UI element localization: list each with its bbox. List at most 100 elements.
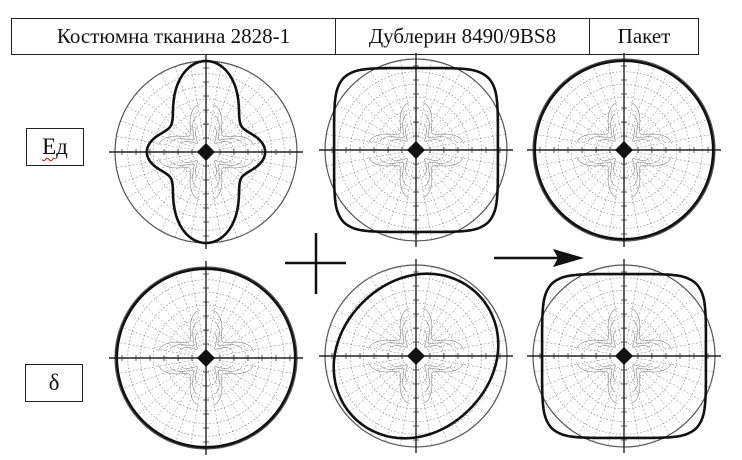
polar-swirl — [632, 158, 661, 187]
polar-center-marker — [615, 141, 633, 159]
polar-swirl — [424, 319, 453, 348]
row-label-modulus: Ед — [26, 128, 84, 166]
polar-swirl — [424, 158, 441, 175]
polar-spoke — [147, 82, 199, 143]
polar-swirl — [391, 364, 408, 381]
charts-layer — [109, 53, 721, 455]
polar-chart-package-delta — [527, 259, 721, 453]
polar-spoke — [534, 357, 612, 373]
polar-swirl — [632, 364, 649, 381]
polar-spoke — [207, 164, 223, 242]
polar-spoke — [326, 151, 404, 167]
polar-spoke — [218, 359, 296, 375]
polar-spoke — [399, 162, 415, 240]
polar-spoke — [399, 266, 415, 344]
polar-center-marker — [197, 349, 215, 367]
polar-spoke — [565, 365, 617, 426]
polar-spoke — [425, 363, 486, 415]
polar-spoke — [218, 135, 296, 151]
polar-swirl — [632, 331, 649, 348]
polar-swirl — [632, 319, 661, 348]
polar-spoke — [633, 297, 694, 349]
polar-swirl — [630, 156, 672, 198]
polar-spoke — [357, 80, 409, 141]
polar-spoke — [534, 151, 612, 167]
polar-spoke — [554, 363, 615, 415]
polar-swirl — [169, 115, 198, 144]
polar-swirl — [169, 321, 198, 350]
polar-spoke — [423, 80, 475, 141]
polar-spoke — [147, 288, 199, 349]
polar-spoke — [189, 164, 205, 242]
polar-spoke — [636, 133, 714, 149]
polar-spoke — [534, 133, 612, 149]
polar-spoke — [554, 157, 615, 209]
polar-spoke — [417, 60, 433, 138]
polar-center-marker — [197, 143, 215, 161]
polar-spoke — [428, 357, 506, 373]
polar-swirl — [214, 160, 243, 189]
polar-spoke — [554, 91, 615, 143]
polar-spoke — [425, 297, 486, 349]
polar-spoke — [357, 159, 409, 220]
polar-spoke — [423, 159, 475, 220]
polar-spoke — [346, 91, 407, 143]
polar-spoke — [417, 266, 433, 344]
polar-swirl — [181, 160, 198, 177]
polar-swirl — [214, 333, 231, 350]
polar-swirl — [576, 362, 618, 404]
polar-swirl — [214, 366, 243, 395]
polar-swirl — [424, 158, 453, 187]
polar-spoke — [607, 266, 623, 344]
polar-swirl — [576, 156, 618, 198]
polar-swirl — [181, 366, 198, 383]
polar-spoke — [399, 60, 415, 138]
polar-spoke — [136, 365, 197, 417]
polar-spoke — [116, 341, 194, 357]
polar-spoke — [346, 363, 407, 415]
polar-swirl — [632, 125, 649, 142]
polar-spoke — [215, 299, 276, 351]
polar-spoke — [147, 367, 199, 428]
polar-spoke — [326, 339, 404, 355]
polar-spoke — [428, 339, 506, 355]
polar-spoke — [565, 80, 617, 141]
polar-swirl — [424, 364, 441, 381]
polar-spoke — [565, 159, 617, 220]
polar-swirl — [587, 113, 616, 142]
polar-spoke — [136, 159, 197, 211]
polar-spoke — [189, 62, 205, 140]
polar-spoke — [425, 157, 486, 209]
polar-swirl — [587, 158, 616, 187]
polar-spoke — [218, 341, 296, 357]
polar-spoke — [213, 161, 265, 222]
polar-swirl — [214, 321, 243, 350]
polar-spoke — [357, 365, 409, 426]
polar-chart-fabric-delta — [109, 261, 303, 455]
polar-spoke — [636, 339, 714, 355]
polar-spoke — [607, 368, 623, 446]
polar-spoke — [326, 133, 404, 149]
polar-spoke — [625, 266, 641, 344]
polar-swirl — [422, 362, 464, 404]
polar-curve-diamond — [332, 272, 500, 440]
polar-spoke — [631, 286, 683, 347]
polar-spoke — [218, 153, 296, 169]
polar-swirl — [214, 127, 231, 144]
polar-swirl — [214, 366, 231, 383]
polar-swirl — [214, 115, 243, 144]
polar-spoke — [326, 357, 404, 373]
polar-curve-circle — [533, 59, 715, 241]
polar-swirl — [181, 333, 198, 350]
polar-spoke — [425, 91, 486, 143]
row-label-delta: δ — [25, 364, 83, 402]
polar-chart-interlining-Ed — [319, 53, 513, 247]
polar-swirl — [379, 113, 408, 142]
polar-spoke — [189, 268, 205, 346]
polar-spoke — [636, 357, 714, 373]
polar-spoke — [189, 370, 205, 448]
polar-swirl — [212, 310, 254, 352]
polar-swirl — [212, 104, 254, 146]
polar-swirl — [632, 113, 661, 142]
